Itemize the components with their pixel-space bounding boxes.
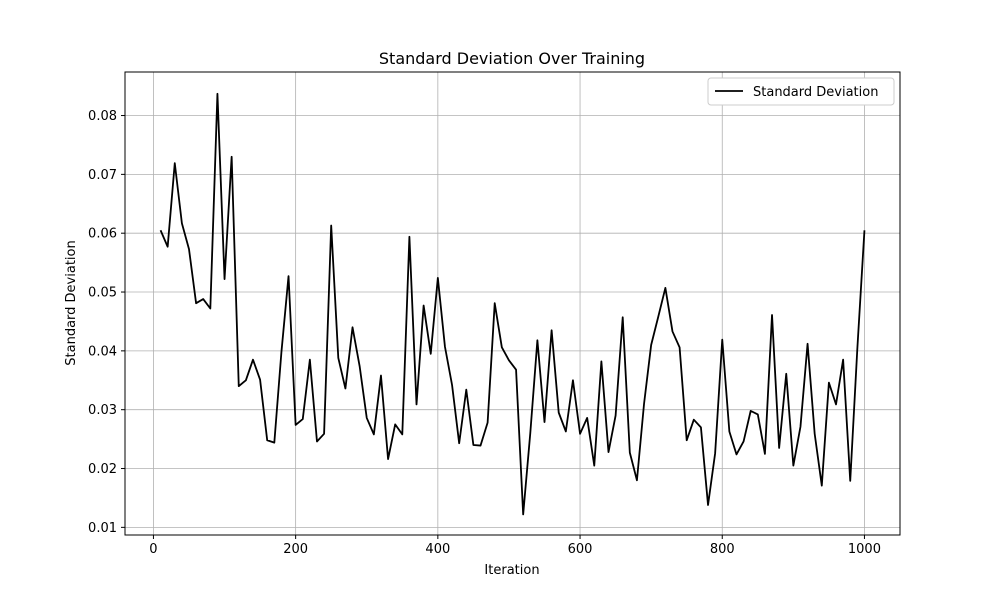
legend-box: [707, 77, 895, 106]
y-tick-label: 0.04: [88, 344, 117, 359]
y-tick-label: 0.08: [88, 109, 117, 124]
y-tick-label: 0.03: [88, 403, 117, 418]
x-tick-label: 200: [283, 542, 308, 557]
y-tick-label: 0.06: [88, 227, 117, 242]
y-tick-label: 0.01: [88, 521, 117, 536]
x-tick-label: 1000: [848, 542, 881, 557]
x-tick-label: 800: [710, 542, 735, 557]
grid: [125, 72, 900, 535]
y-tick-label: 0.05: [88, 286, 117, 301]
x-tick-label: 0: [149, 542, 157, 557]
y-tick-label: 0.02: [88, 462, 117, 477]
series-layer: [159, 92, 866, 516]
legend-label: Standard Deviation: [753, 85, 878, 100]
y-axis-label: Standard Deviation: [64, 240, 79, 365]
x-tick-label: 600: [568, 542, 593, 557]
x-axis-label: Iteration: [484, 563, 539, 578]
y-axis-ticks: 0.01 0.02 0.03 0.04 0.05 0.06 0.07 0.08: [88, 109, 125, 536]
chart-title: Standard Deviation Over Training: [379, 49, 645, 68]
x-axis-ticks: 0 200 400 600 800 1000: [149, 535, 881, 557]
series-line-standard-deviation: [159, 92, 866, 516]
plot-frame: [124, 71, 901, 536]
x-tick-label: 400: [425, 542, 450, 557]
y-tick-label: 0.07: [88, 168, 117, 183]
legend: Standard Deviation: [707, 77, 895, 106]
